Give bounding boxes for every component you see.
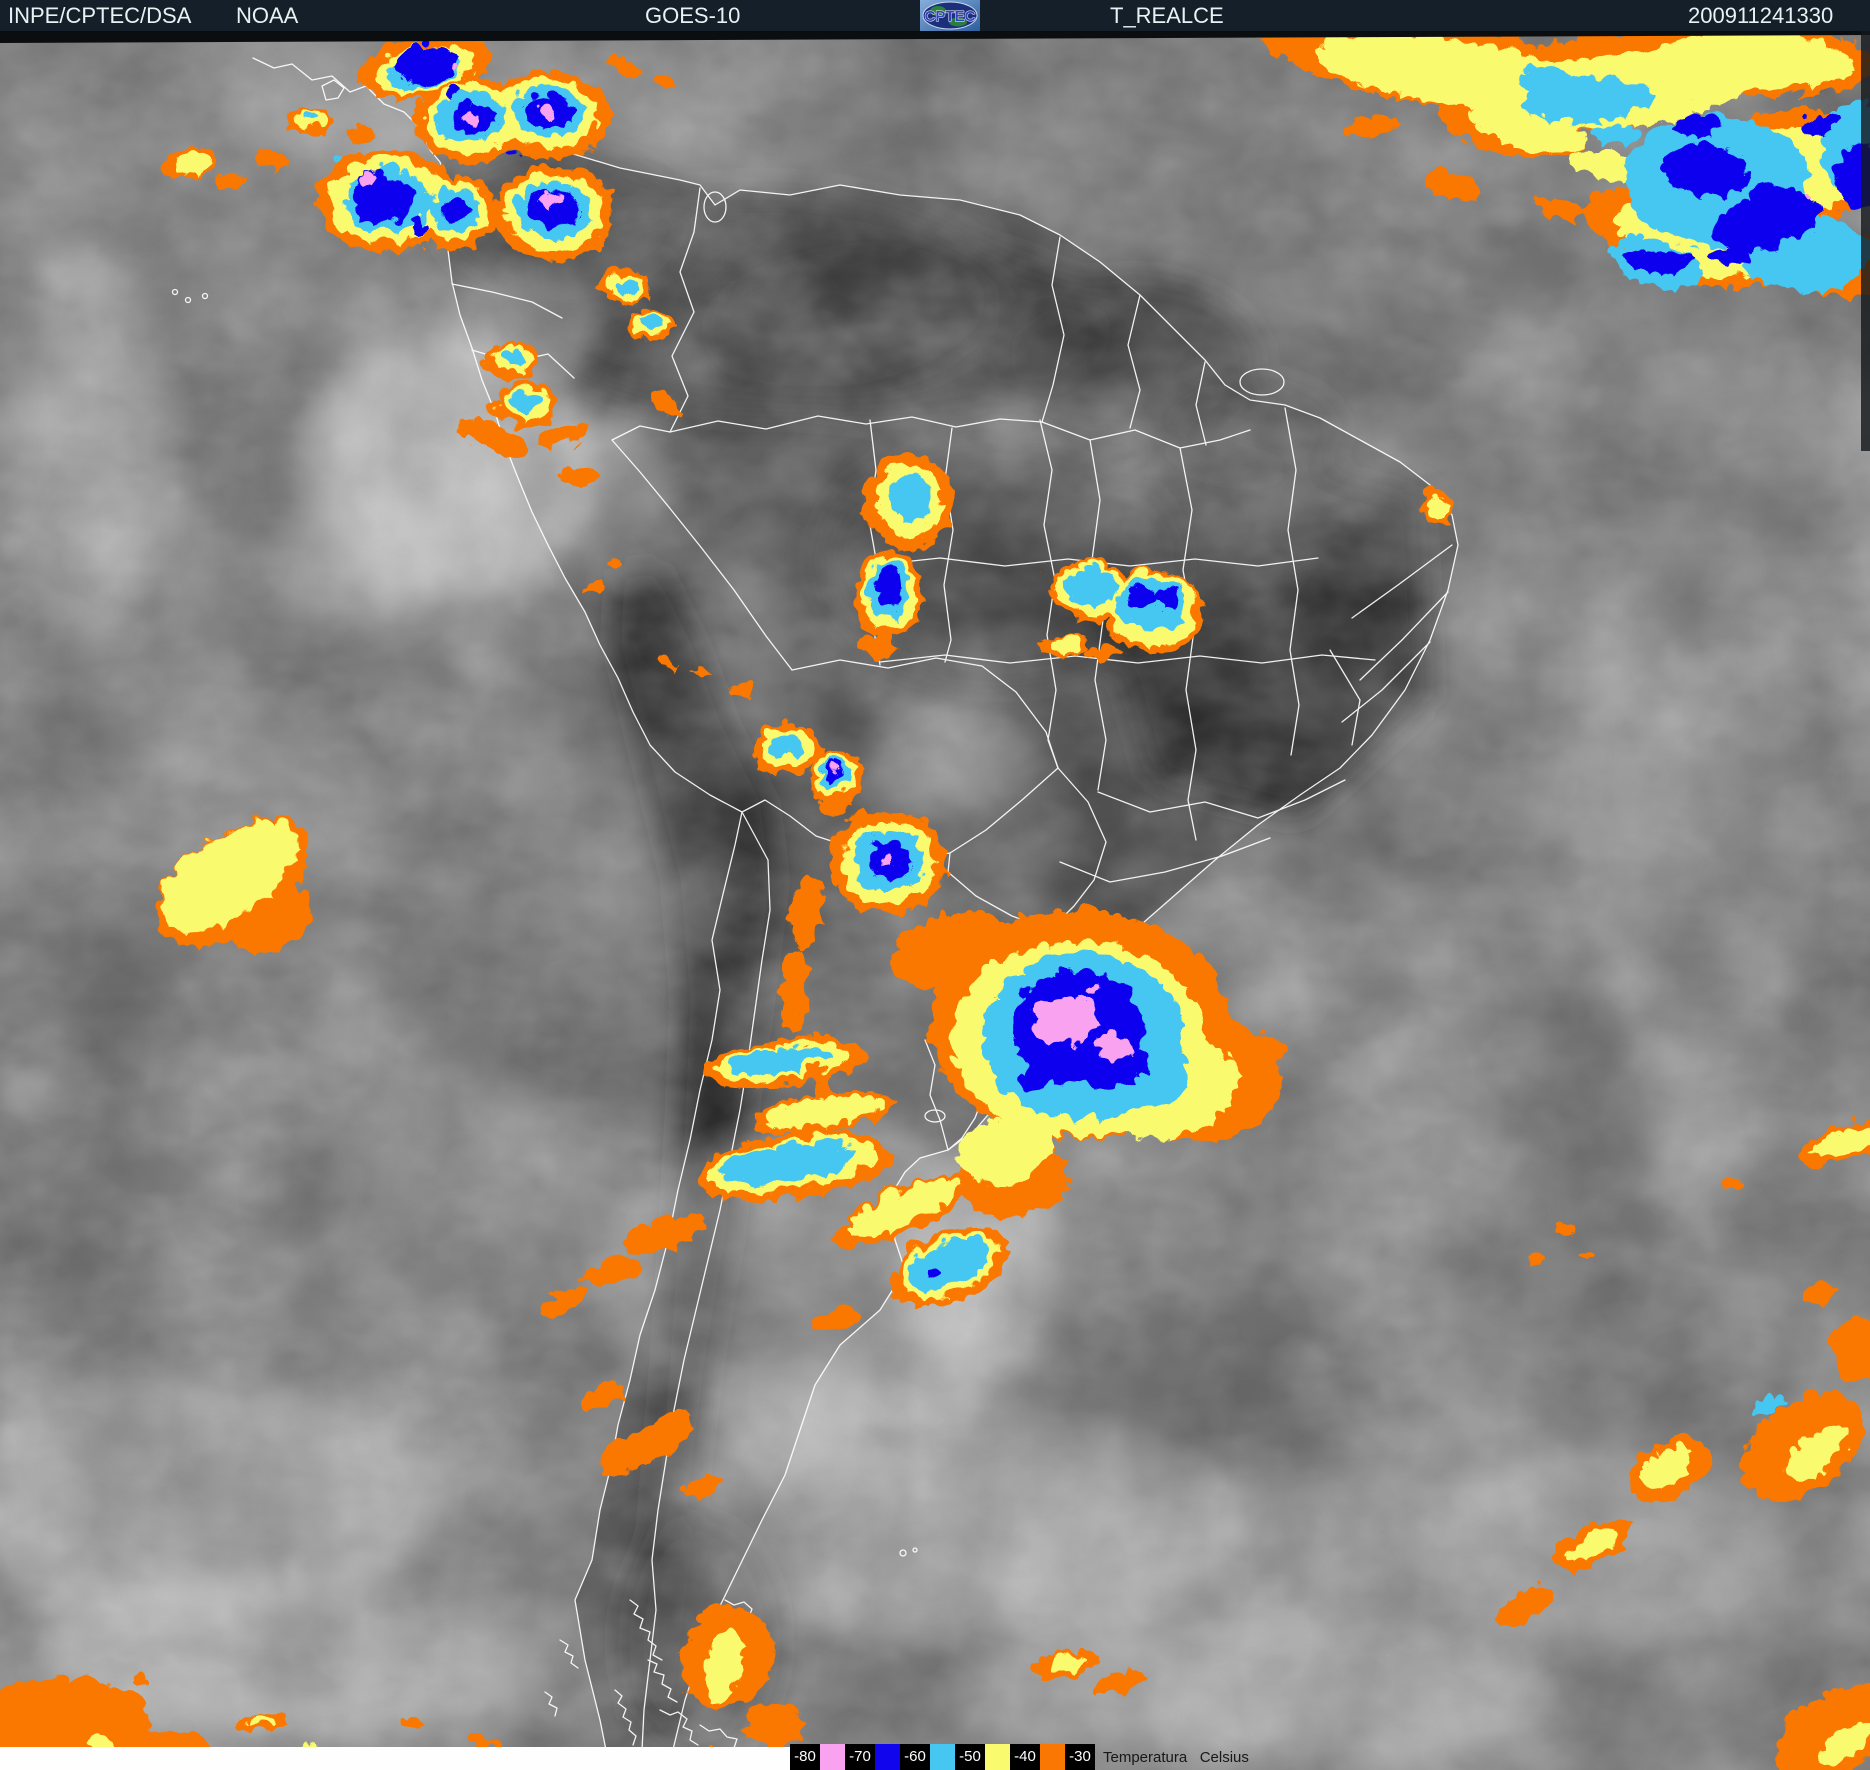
cloud-noise-dark [0, 31, 1870, 1770]
legend-swatch-yellow [985, 1744, 1010, 1770]
legend-swatch-cyan [930, 1744, 955, 1770]
legend-value: -30 [1065, 1744, 1095, 1770]
legend-swatch-pink [820, 1744, 845, 1770]
top-edge-strip [0, 31, 1870, 43]
legend-value: -40 [1010, 1744, 1040, 1770]
legend-title: Temperatura Celsius [1103, 1749, 1249, 1766]
temperature-legend: -80 -70 -60 -50 -40 -30 [790, 1744, 1095, 1770]
timestamp-label: 200911241330 [1688, 3, 1834, 28]
cptec-logo-text: CPTEC [925, 8, 976, 25]
legend-swatch-blue [875, 1744, 900, 1770]
storm-layer-blue [348, 40, 1870, 1272]
legend-swatch-orange [1040, 1744, 1065, 1770]
cptec-logo: CPTEC [920, 0, 980, 31]
storm-layer-pink [354, 56, 1810, 1056]
legend-value: -60 [900, 1744, 930, 1770]
satellite-label: GOES-10 [645, 3, 741, 28]
agency-label: INPE/CPTEC/DSA [8, 3, 192, 28]
product-label: T_REALCE [1110, 3, 1224, 28]
legend-value: -50 [955, 1744, 985, 1770]
header-bar: INPE/CPTEC/DSA NOAA GOES-10 CPTEC T_REAL… [0, 0, 1870, 31]
satellite-image [0, 31, 1870, 1770]
noaa-label: NOAA [236, 3, 299, 28]
legend-value: -70 [845, 1744, 875, 1770]
bottom-white-strip [0, 1747, 790, 1770]
legend-value: -80 [790, 1744, 820, 1770]
right-edge-strip [1861, 31, 1870, 451]
